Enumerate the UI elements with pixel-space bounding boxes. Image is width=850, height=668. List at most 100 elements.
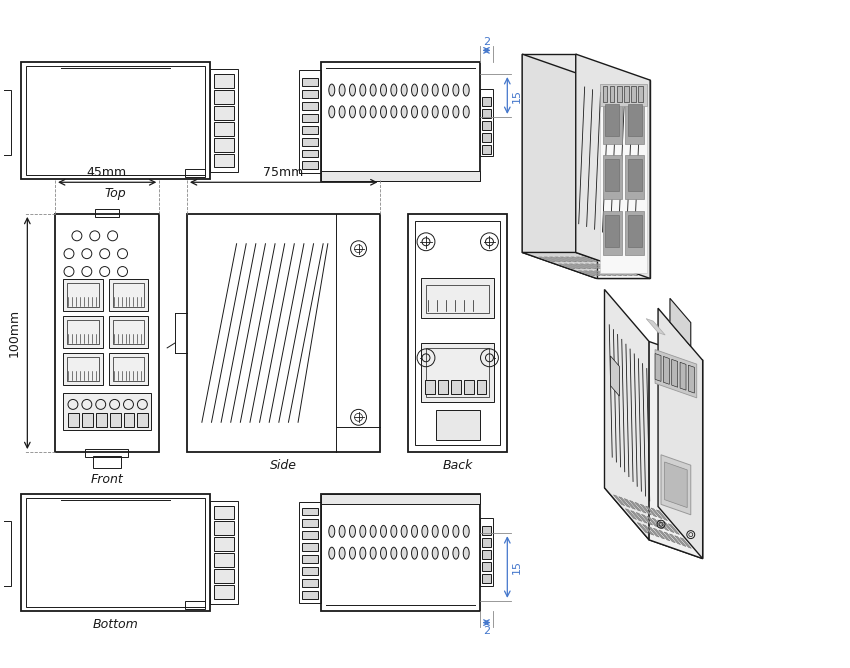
Polygon shape	[591, 264, 608, 269]
Bar	[482, 526, 491, 535]
Ellipse shape	[391, 84, 397, 96]
Polygon shape	[604, 289, 649, 540]
Ellipse shape	[453, 526, 459, 537]
Polygon shape	[522, 253, 650, 279]
Polygon shape	[522, 54, 597, 279]
Polygon shape	[625, 100, 644, 144]
Bar	[68, 413, 79, 428]
Bar	[67, 320, 99, 344]
Polygon shape	[631, 86, 636, 102]
Polygon shape	[646, 319, 666, 335]
Ellipse shape	[391, 526, 397, 537]
Bar	[299, 70, 320, 174]
Polygon shape	[619, 497, 630, 508]
Polygon shape	[539, 257, 556, 262]
Polygon shape	[640, 504, 651, 515]
Polygon shape	[643, 524, 654, 535]
Bar	[213, 553, 234, 567]
Bar	[112, 320, 144, 344]
Polygon shape	[575, 264, 592, 269]
Polygon shape	[603, 211, 621, 255]
Bar	[187, 214, 380, 452]
Ellipse shape	[401, 106, 407, 118]
Ellipse shape	[422, 106, 428, 118]
Polygon shape	[635, 502, 646, 513]
Bar	[408, 214, 507, 452]
Bar	[185, 601, 205, 609]
Bar	[302, 78, 318, 86]
Ellipse shape	[453, 547, 459, 559]
Ellipse shape	[329, 106, 335, 118]
Bar	[26, 66, 205, 175]
Polygon shape	[615, 271, 632, 276]
Ellipse shape	[411, 84, 417, 96]
Bar	[302, 520, 318, 527]
Ellipse shape	[349, 526, 355, 537]
Ellipse shape	[411, 526, 417, 537]
Polygon shape	[658, 308, 703, 558]
Bar	[21, 62, 210, 179]
Ellipse shape	[349, 84, 355, 96]
Polygon shape	[603, 86, 607, 102]
Polygon shape	[627, 160, 642, 191]
Bar	[302, 150, 318, 158]
Polygon shape	[605, 104, 619, 136]
Bar	[302, 555, 318, 563]
Ellipse shape	[370, 84, 376, 96]
Ellipse shape	[411, 547, 417, 559]
Bar	[112, 283, 144, 307]
Polygon shape	[589, 271, 606, 276]
Polygon shape	[522, 54, 575, 253]
Bar	[138, 413, 148, 428]
Ellipse shape	[391, 106, 397, 118]
Polygon shape	[621, 271, 638, 276]
Text: Front: Front	[90, 473, 123, 486]
Ellipse shape	[401, 84, 407, 96]
Polygon shape	[549, 257, 566, 262]
Bar	[109, 353, 148, 385]
Ellipse shape	[453, 106, 459, 118]
Bar	[21, 494, 210, 611]
Bar	[302, 543, 318, 551]
Bar	[320, 62, 479, 181]
Ellipse shape	[381, 84, 387, 96]
Bar	[302, 591, 318, 599]
Bar	[82, 413, 93, 428]
Bar	[320, 494, 479, 611]
Polygon shape	[680, 362, 686, 390]
Polygon shape	[581, 257, 598, 262]
Text: 75mm: 75mm	[263, 166, 303, 179]
Bar	[299, 502, 320, 603]
Ellipse shape	[422, 547, 428, 559]
Ellipse shape	[339, 106, 345, 118]
Polygon shape	[665, 462, 687, 508]
Polygon shape	[659, 530, 670, 541]
Bar	[63, 353, 103, 385]
Ellipse shape	[433, 547, 439, 559]
Polygon shape	[605, 215, 619, 246]
Polygon shape	[600, 271, 616, 276]
Bar	[112, 357, 144, 381]
Bar	[320, 172, 479, 181]
Polygon shape	[645, 506, 657, 517]
Polygon shape	[596, 264, 613, 269]
Ellipse shape	[329, 547, 335, 559]
Bar	[93, 456, 121, 468]
Bar	[213, 585, 234, 599]
Bar	[438, 379, 448, 395]
Polygon shape	[638, 522, 649, 533]
Polygon shape	[624, 86, 629, 102]
Ellipse shape	[463, 526, 469, 537]
Ellipse shape	[443, 547, 449, 559]
Bar	[302, 138, 318, 146]
Bar	[479, 518, 494, 586]
Ellipse shape	[381, 106, 387, 118]
Polygon shape	[668, 524, 679, 534]
Ellipse shape	[443, 84, 449, 96]
Bar	[213, 122, 234, 136]
Ellipse shape	[339, 84, 345, 96]
Polygon shape	[638, 86, 643, 102]
Polygon shape	[648, 526, 660, 537]
Polygon shape	[627, 104, 642, 136]
Polygon shape	[625, 211, 644, 255]
